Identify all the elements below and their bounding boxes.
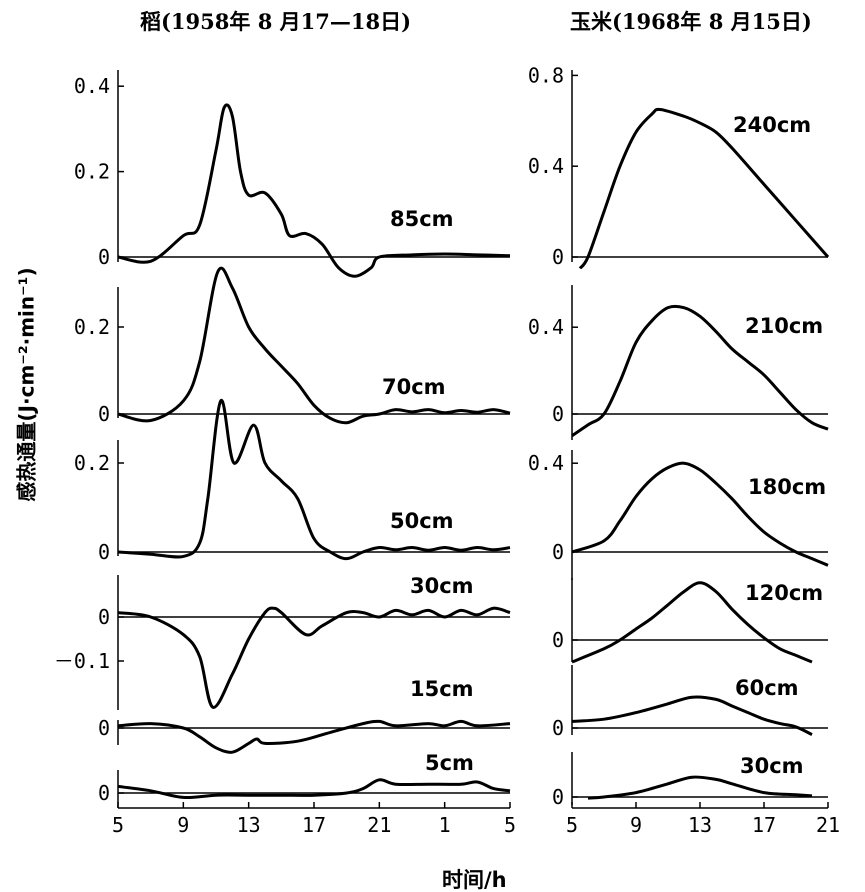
series-label: 210cm [745,314,823,338]
series-line-30cm [587,775,813,800]
y-tick-label: 0 [552,402,564,426]
series-line-15cm [117,719,511,754]
x-tick-label: 21 [816,813,840,837]
series-label: 15cm [410,677,474,701]
y-tick-label: 0.2 [74,160,110,184]
x-tick-label: 5 [112,813,124,837]
right-column-title: 玉米(1968年 8 月15日) [570,9,812,34]
series-label: 5cm [425,751,474,775]
series-line-240cm [578,107,830,270]
y-tick-label: 0 [98,716,110,740]
x-axis-label: 时间/h [442,868,507,892]
series-label: 85cm [390,207,454,231]
x-tick-label: 1 [439,813,451,837]
y-tick-label: 0.4 [74,74,110,98]
series-label: 180cm [748,475,826,499]
series-line-120cm [571,581,813,664]
series-line-60cm [571,695,813,736]
x-tick-label: 9 [177,813,189,837]
x-tick-label: 13 [237,813,261,837]
x-tick-label: 17 [752,813,776,837]
y-tick-label: 0.4 [528,315,564,339]
series-label: 240cm [733,113,811,137]
x-tick-label: 9 [630,813,642,837]
x-tick-label: 5 [566,813,578,837]
series-line-85cm [117,103,511,278]
x-tick-label: 5 [504,813,516,837]
y-tick-label: 0 [98,605,110,629]
x-tick-label: 21 [367,813,391,837]
series-line-180cm [571,461,829,567]
left-column-title: 稻(1958年 8 月17—18日) [140,9,412,34]
series-label: 70cm [382,375,446,399]
series-label: 50cm [390,509,454,533]
y-tick-label: 0.8 [528,63,564,87]
series-line-70cm [117,266,511,425]
x-tick-label: 17 [302,813,326,837]
series-line-30cm [117,606,511,709]
y-tick-label: 0 [98,245,110,269]
y-tick-label: 0 [98,540,110,564]
y-tick-label: 0.4 [528,154,564,178]
series-line-5cm [117,778,511,800]
y-tick-label: 0 [552,785,564,809]
series-label: 30cm [410,574,474,598]
series-label: 60cm [735,676,799,700]
y-tick-label: 0 [552,540,564,564]
y-tick-label: 0.4 [528,451,564,475]
series-label: 30cm [740,754,804,778]
y-tick-label: 0 [552,716,564,740]
y-tick-label: 0.2 [74,315,110,339]
series-line-210cm [571,304,829,437]
y-tick-label: 0 [98,781,110,805]
y-tick-label: 0.2 [74,451,110,475]
series-label: 120cm [745,581,823,605]
y-tick-label: 0 [552,628,564,652]
series-line-50cm [117,399,511,561]
y-tick-label: 0 [98,402,110,426]
x-tick-label: 13 [688,813,712,837]
y-tick-label: －0.1 [54,649,110,673]
y-tick-label: 0 [552,245,564,269]
